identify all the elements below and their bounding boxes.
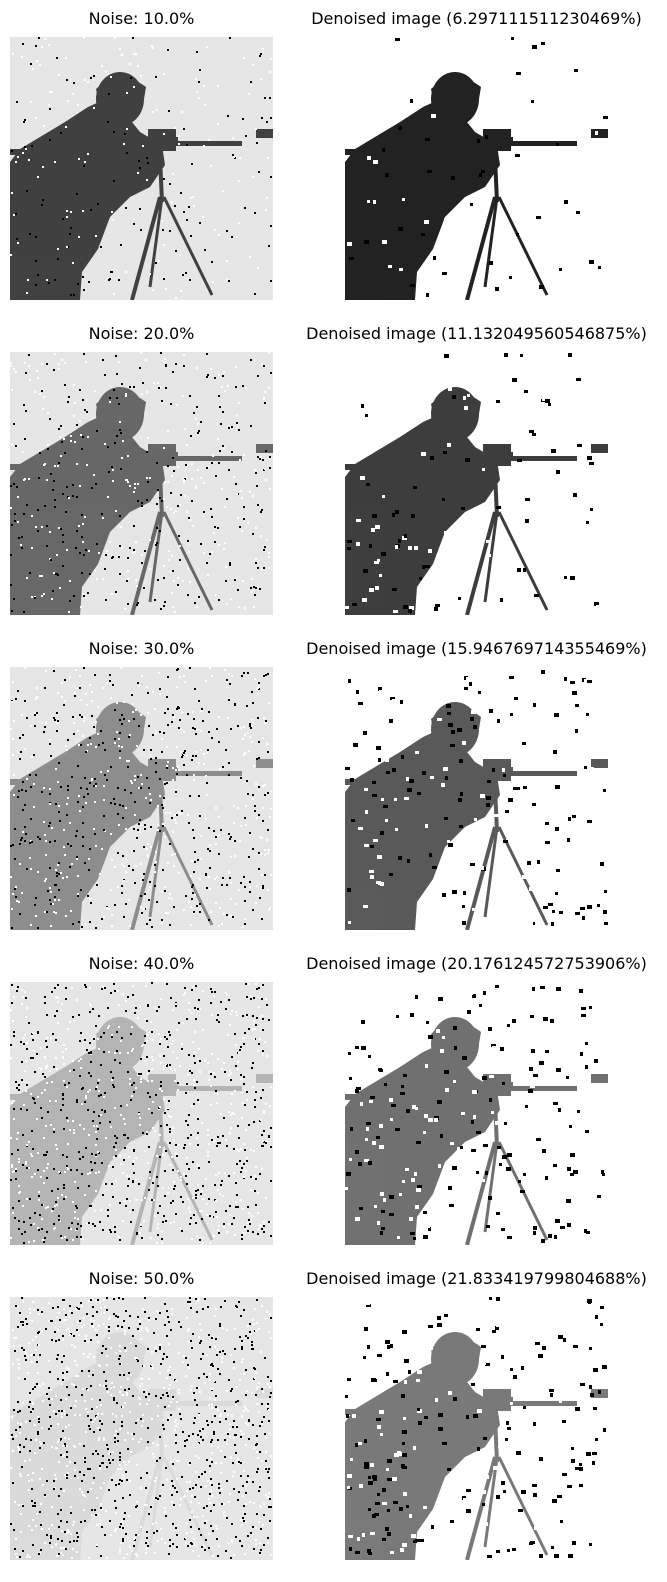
- noisy-image-5: [10, 1297, 273, 1560]
- cameraman-silhouette: [345, 1332, 608, 1560]
- denoised-image-4: [345, 982, 608, 1245]
- denoised-title-4: Denoised image (20.176124572753906%): [306, 954, 647, 973]
- noise-specks: [10, 37, 272, 299]
- noisy-title-3: Noise: 30.0%: [88, 639, 195, 658]
- noise-specks: [345, 982, 606, 1243]
- noisy-image-3: [10, 667, 273, 930]
- noisy-image-canvas-5: [10, 1297, 273, 1560]
- cameraman-silhouette: [10, 702, 273, 930]
- denoised-image-2: [345, 352, 608, 615]
- denoised-title-1: Denoised image (6.297111511230469%): [311, 9, 642, 28]
- noise-specks: [345, 37, 608, 297]
- noisy-image-4: [10, 982, 273, 1245]
- denoised-image-canvas-3: [345, 667, 608, 930]
- noisy-image-canvas-4: [10, 982, 273, 1245]
- denoised-title-5: Denoised image (21.833419799804688%): [306, 1269, 647, 1288]
- noisy-image-canvas-1: [10, 37, 273, 300]
- noise-specks: [10, 667, 272, 929]
- denoised-image-1: [345, 37, 608, 300]
- denoised-title-3: Denoised image (15.946769714355469%): [306, 639, 647, 658]
- denoised-title-2: Denoised image (11.132049560546875%): [306, 324, 647, 343]
- denoised-image-canvas-4: [345, 982, 608, 1245]
- denoised-image-canvas-2: [345, 352, 608, 615]
- noise-specks: [345, 353, 608, 614]
- denoised-image-5: [345, 1297, 608, 1560]
- noisy-title-2: Noise: 20.0%: [88, 324, 195, 343]
- cameraman-silhouette: [345, 387, 608, 615]
- cameraman-silhouette: [345, 702, 608, 930]
- denoised-image-canvas-1: [345, 37, 608, 300]
- image-background: [10, 667, 273, 930]
- noisy-image-1: [10, 37, 273, 300]
- cameraman-silhouette: [345, 72, 608, 300]
- cameraman-silhouette: [10, 387, 273, 615]
- cameraman-silhouette: [10, 72, 273, 300]
- noise-specks: [345, 668, 608, 929]
- denoised-image-canvas-5: [345, 1297, 608, 1560]
- noise-specks: [10, 1297, 272, 1559]
- noisy-image-2: [10, 352, 273, 615]
- denoised-image-3: [345, 667, 608, 930]
- noise-specks: [10, 352, 272, 613]
- noise-specks: [345, 1297, 608, 1558]
- noisy-title-1: Noise: 10.0%: [88, 9, 195, 28]
- cameraman-silhouette: [10, 1017, 273, 1245]
- noisy-image-canvas-3: [10, 667, 273, 930]
- noisy-title-4: Noise: 40.0%: [88, 954, 195, 973]
- noisy-image-canvas-2: [10, 352, 273, 615]
- noisy-title-5: Noise: 50.0%: [88, 1269, 195, 1288]
- noise-specks: [10, 982, 272, 1244]
